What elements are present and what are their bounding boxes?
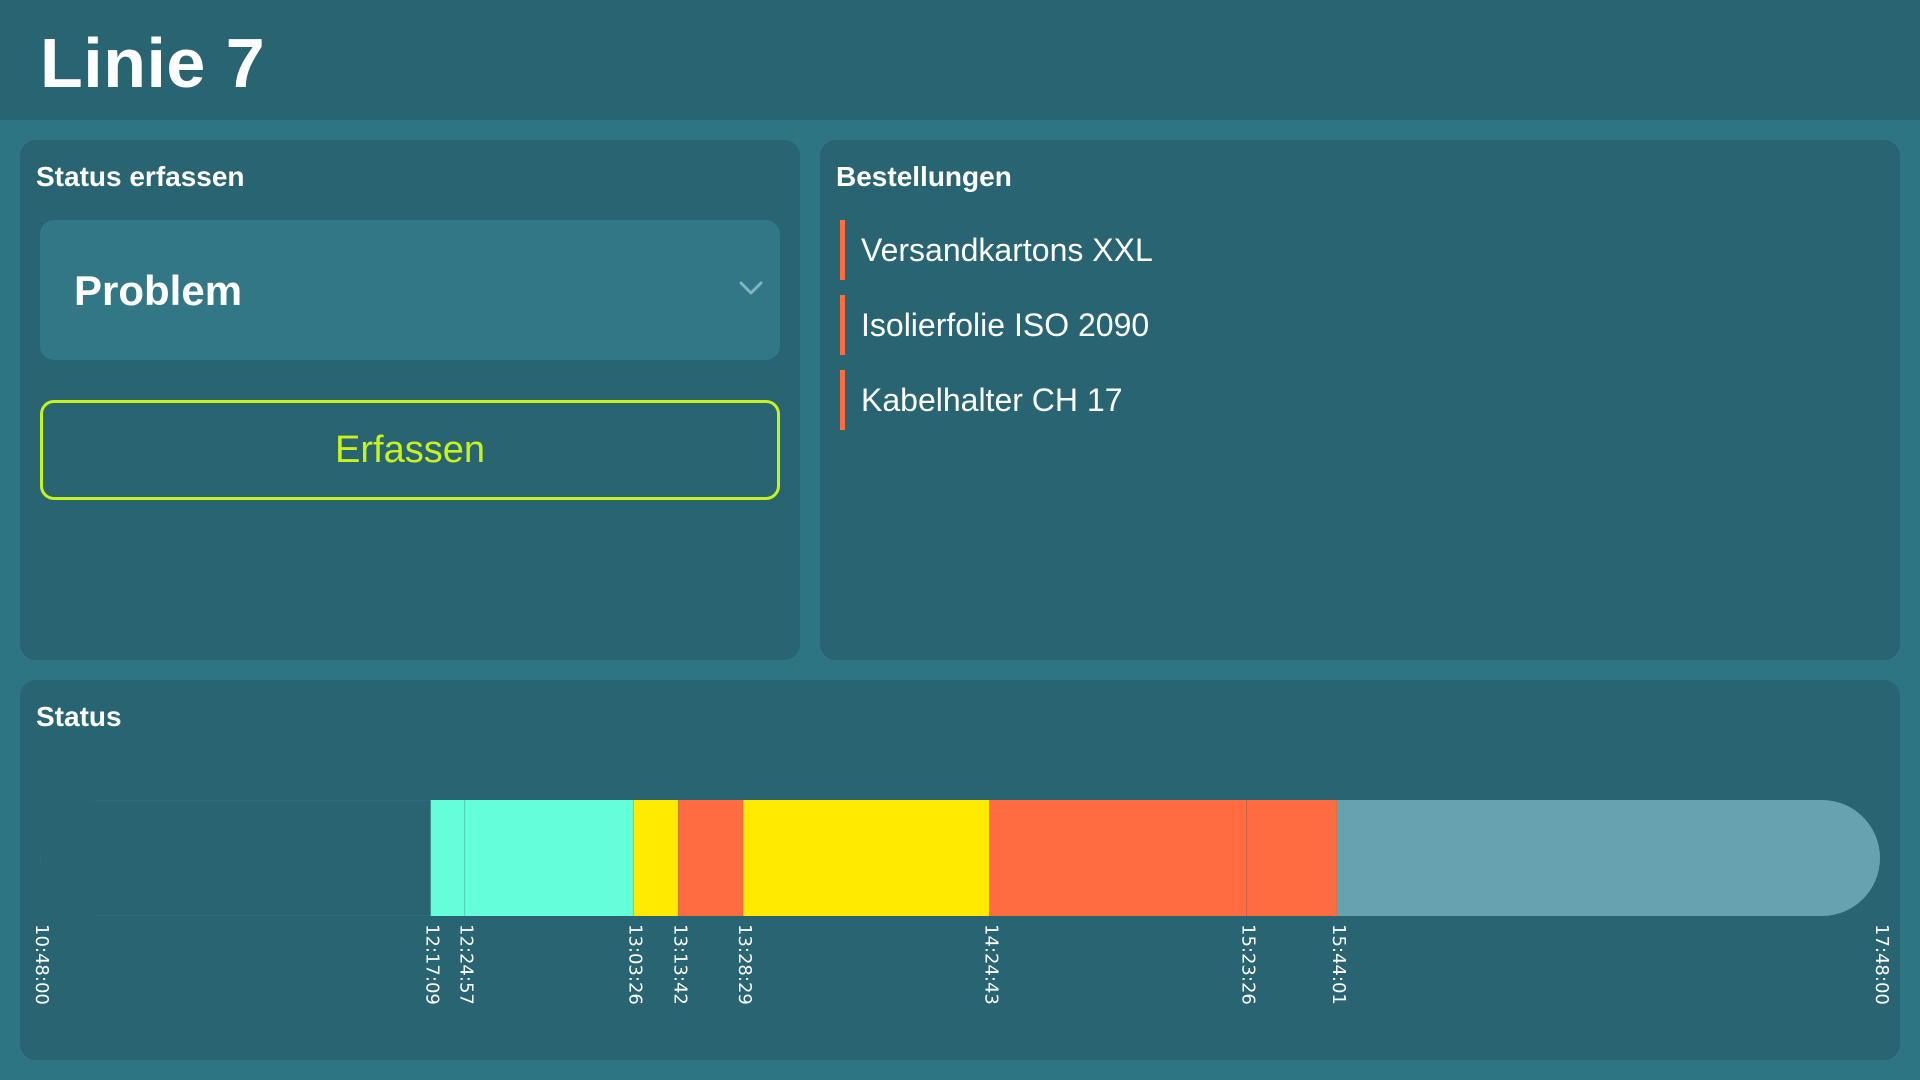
timeline-tick-label: 15:44:01	[1328, 924, 1349, 1005]
timeline-segment[interactable]	[1246, 800, 1337, 916]
timeline-segment[interactable]	[678, 800, 744, 916]
order-item[interactable]: Versandkartons XXL	[840, 220, 1880, 280]
capture-button[interactable]: Erfassen	[40, 400, 780, 500]
status-timeline-card: Status 10:48:00 12:17:09 12:24:57 13:03:26 1…	[20, 680, 1900, 1060]
timeline-segment[interactable]	[464, 800, 634, 916]
timeline-tick-label: 10:48:00	[31, 924, 52, 1005]
timeline-segment[interactable]	[430, 800, 465, 916]
status-timeline: 10:48:00 12:17:09 12:24:57 13:03:26 13:13:42…	[31, 800, 1892, 1005]
orders-title: Bestellungen	[836, 161, 1012, 192]
order-list: Versandkartons XXL Isolierfolie ISO 2090…	[840, 220, 1880, 445]
timeline-future-segment	[1336, 800, 1880, 916]
chevron-down-icon	[739, 281, 763, 295]
timeline-tick-label: 14:24:43	[980, 924, 1001, 1005]
order-item[interactable]: Kabelhalter CH 17	[840, 370, 1880, 430]
timeline-segment[interactable]	[989, 800, 1247, 916]
status-select-value: Problem	[74, 267, 243, 314]
timeline-segment[interactable]	[743, 800, 990, 916]
timeline-tick-label: 12:17:09	[422, 924, 443, 1005]
status-timeline-title: Status	[36, 701, 122, 732]
status-entry-card: Status erfassen Problem Erfassen	[20, 140, 800, 660]
timeline-tick-label: 13:28:29	[734, 924, 755, 1005]
timeline-tick-label: 13:13:42	[669, 924, 690, 1005]
timeline-tick-label: 15:23:26	[1238, 924, 1259, 1005]
status-select[interactable]: Problem	[40, 220, 780, 360]
orders-card: Bestellungen Versandkartons XXL Isolierf…	[820, 140, 1900, 660]
timeline-tick-label: 17:48:00	[1871, 924, 1892, 1005]
timeline-tick-label: 13:03:26	[624, 924, 645, 1005]
header-bar: Linie 7	[0, 0, 1920, 120]
status-entry-title: Status erfassen	[36, 161, 245, 192]
page-title: Linie 7	[40, 24, 266, 102]
order-item[interactable]: Isolierfolie ISO 2090	[840, 295, 1880, 355]
timeline-tick-label: 12:24:57	[456, 924, 477, 1005]
timeline-segment[interactable]	[633, 800, 679, 916]
